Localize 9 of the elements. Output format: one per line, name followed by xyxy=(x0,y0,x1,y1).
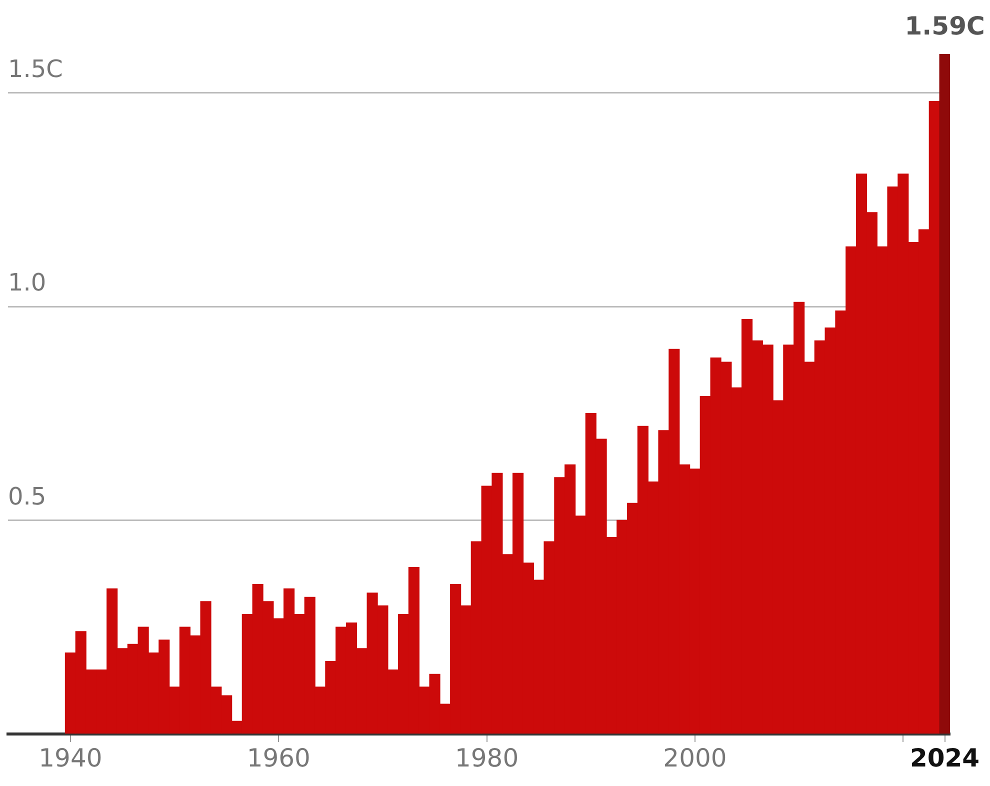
x-tick-label: 1960 xyxy=(246,744,310,772)
y-tick-label: 1.5C xyxy=(8,54,63,83)
y-tick-label: 1.0 xyxy=(8,268,46,297)
annotation: 1.59C xyxy=(904,11,985,40)
x-tick-label: 1940 xyxy=(38,744,102,772)
x-tick-label: 2000 xyxy=(663,744,727,772)
x-tick-label: 2024 xyxy=(910,744,980,772)
y-tick-label: 0.5 xyxy=(8,482,46,510)
x-tick-label: 1980 xyxy=(454,744,519,772)
